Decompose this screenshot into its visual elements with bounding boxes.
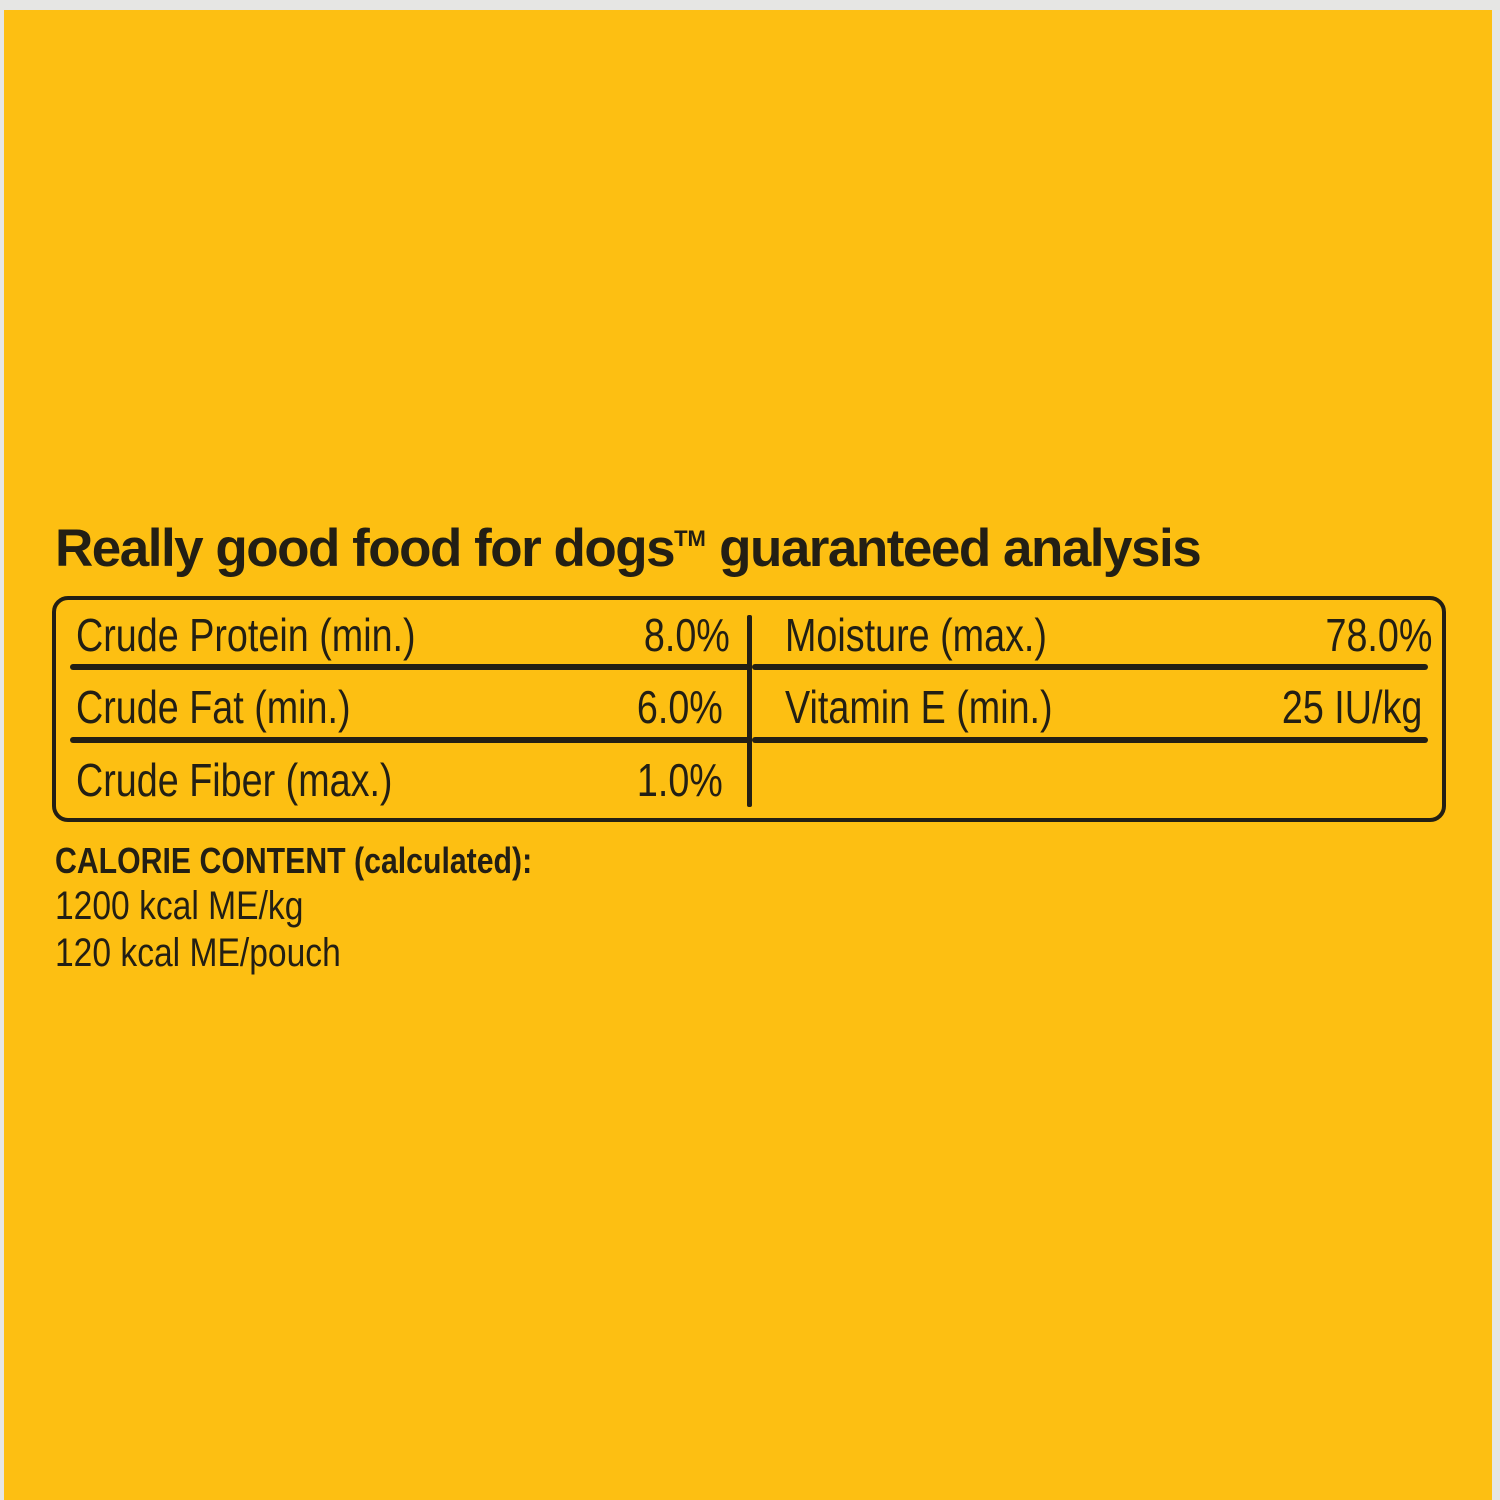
row-divider: [752, 664, 1428, 670]
analysis-label: Crude Protein (min.): [76, 609, 416, 661]
page-title: Really good food for dogsTM guaranteed a…: [55, 518, 1202, 579]
title-suffix: guaranteed analysis: [719, 519, 1202, 578]
analysis-value: 8.0%: [644, 609, 730, 661]
calorie-heading-suffix: (calculated):: [354, 840, 533, 881]
analysis-table: [52, 596, 1446, 822]
trademark-mark: TM: [674, 526, 706, 551]
row-divider: [70, 664, 750, 670]
analysis-label: Moisture (max.): [785, 609, 1047, 661]
analysis-value: 25 IU/kg: [1281, 681, 1422, 733]
row-divider: [70, 737, 750, 743]
calorie-heading: CALORIE CONTENT (calculated):: [55, 843, 532, 879]
calorie-line: 1200 kcal ME/kg: [55, 884, 304, 928]
analysis-value: 1.0%: [637, 754, 723, 806]
analysis-value: 6.0%: [637, 681, 723, 733]
row-divider: [752, 737, 1428, 743]
title-text: Really good food for dogs: [55, 519, 676, 578]
analysis-value: 78.0%: [1325, 609, 1432, 661]
calorie-line: 120 kcal ME/pouch: [55, 931, 341, 975]
analysis-label: Crude Fat (min.): [76, 681, 351, 733]
analysis-label: Vitamin E (min.): [785, 681, 1053, 733]
analysis-label: Crude Fiber (max.): [76, 754, 393, 806]
column-divider: [747, 615, 752, 807]
calorie-heading-text: CALORIE CONTENT: [55, 840, 346, 881]
